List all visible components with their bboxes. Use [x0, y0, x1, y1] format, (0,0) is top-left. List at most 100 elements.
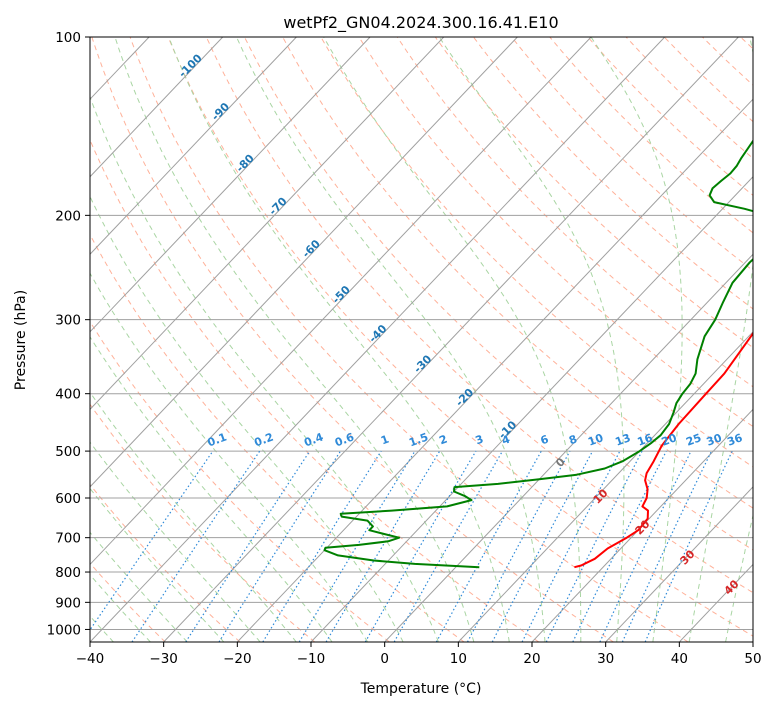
- moist-adiabat-line: [90, 487, 225, 642]
- plot-frame: [89, 36, 754, 643]
- x-tick-label: −40: [76, 651, 105, 667]
- isotherm-line: [90, 37, 518, 488]
- mixing-ratio-label: 36: [725, 431, 744, 449]
- mixing-ratio-label: 8: [567, 433, 579, 448]
- mixing-ratio-line: [435, 450, 542, 642]
- dry-adiabat-line: [549, 37, 753, 234]
- moist-adiabat-line: [688, 37, 753, 642]
- mixing-ratio-label: 1.5: [407, 431, 430, 450]
- mixing-ratio-line: [262, 450, 382, 642]
- x-tick-label: 20: [523, 651, 540, 667]
- dry-adiabat-line: [129, 37, 689, 642]
- dry-adiabat-line: [205, 37, 753, 594]
- isotherm-line: [90, 37, 445, 411]
- mixing-ratio-label: 13: [613, 431, 632, 448]
- mixing-ratio-label: 20: [660, 431, 679, 449]
- isotherm-line: [90, 37, 666, 642]
- mixing-ratio-line: [644, 450, 733, 642]
- mixing-ratio-label: 2: [437, 433, 449, 448]
- x-axis: −40 −30 −20 −10 0 10 20 30 40 50: [76, 642, 762, 667]
- y-tick-label: 600: [55, 491, 81, 507]
- dry-adiabat-line: [434, 37, 753, 349]
- mixing-ratio-label: 0.6: [333, 430, 356, 449]
- y-tick-label: 700: [55, 531, 81, 547]
- isotherm-line: [310, 176, 753, 642]
- mixing-ratio-label: 25: [684, 431, 703, 448]
- dry-adiabat-line: [90, 233, 465, 642]
- moist-adiabat-line: [323, 37, 582, 642]
- moist-adiabat-line: [90, 272, 369, 642]
- dry-adiabat-line: [244, 37, 753, 551]
- mixing-ratio-line: [572, 450, 667, 642]
- mixing-ratio-label: 4: [500, 432, 512, 447]
- mixing-ratio-line: [466, 450, 571, 642]
- mixing-ratio-label: 30: [705, 431, 724, 449]
- dewpoint-profile-line: [323, 139, 753, 569]
- isotherm-line: [90, 37, 592, 566]
- x-tick-label: 40: [671, 651, 688, 667]
- isotherm-line: [90, 37, 297, 256]
- temperature-profile-line: [574, 331, 753, 569]
- y-tick-label: 200: [55, 208, 81, 224]
- isotherm-line: [384, 253, 753, 642]
- x-axis-label: Temperature (°C): [360, 681, 482, 697]
- moist-adiabat-line: [90, 391, 297, 642]
- dry-adiabat-line: [90, 320, 390, 642]
- isotherm-line: [163, 37, 739, 642]
- dry-adiabat-line: [167, 37, 753, 637]
- y-tick-label: 400: [55, 387, 81, 403]
- isotherm-line: [0, 37, 75, 642]
- moist-adiabat-line: [90, 195, 404, 642]
- y-tick-label: 1000: [47, 622, 81, 638]
- dry-adiabat-line: [511, 37, 753, 272]
- mixing-ratio-label: 10: [586, 431, 605, 449]
- dry-adiabat-line: [358, 37, 753, 428]
- mixing-ratio-label: 6: [539, 432, 551, 447]
- moist-adiabat-line: [590, 37, 683, 642]
- dry-adiabat-line: [91, 37, 614, 642]
- y-tick-label: 100: [55, 30, 81, 46]
- x-tick-label: 10: [450, 651, 467, 667]
- mixing-ratio-label: 0.1: [206, 431, 229, 450]
- x-tick-label: −10: [297, 651, 326, 667]
- y-tick-label: 500: [55, 444, 81, 460]
- y-axis: 100 200 300 400 500 600 700 800 900 1000: [47, 30, 90, 638]
- chart-title: wetPf2_GN04.2024.300.16.41.E10: [283, 13, 558, 33]
- y-tick-label: 300: [55, 313, 81, 329]
- dry-adiabat-line: [90, 138, 540, 642]
- moist-adiabat-line: [90, 441, 261, 642]
- mixing-ratio-label: 1: [379, 433, 391, 448]
- x-tick-label: −20: [223, 651, 252, 667]
- moist-adiabat-line: [114, 37, 475, 642]
- isotherm-line: [605, 486, 753, 642]
- isotherm-line: [90, 37, 371, 333]
- mixing-ratio-label: 0.4: [302, 430, 325, 449]
- mixing-ratio-line: [218, 450, 342, 642]
- mixing-ratio-label: 3: [474, 433, 486, 448]
- x-tick-label: 0: [380, 651, 389, 667]
- y-axis-label: Pressure (hPa): [13, 290, 29, 390]
- dry-adiabat-line: [282, 37, 753, 509]
- moist-adiabat-line: [236, 37, 546, 642]
- mixing-ratio-label: 0.2: [252, 431, 275, 450]
- isotherm-line: [457, 331, 753, 642]
- x-tick-label: −30: [149, 651, 178, 667]
- dry-adiabat-line: [625, 37, 753, 160]
- isotherm-line: [90, 37, 224, 178]
- isotherm-line: [531, 408, 753, 642]
- isotherm-line: [752, 641, 753, 642]
- moist-adiabat-line: [762, 37, 775, 642]
- grid-layer: [0, 37, 775, 642]
- moist-adiabat-line: [90, 95, 439, 642]
- moist-adiabat-line: [90, 573, 151, 642]
- x-tick-label: 30: [597, 651, 614, 667]
- moist-adiabat-line: [90, 531, 188, 642]
- y-tick-label: 800: [55, 565, 81, 581]
- x-tick-label: 50: [744, 651, 761, 667]
- isotherm-line: [0, 37, 2, 642]
- mixing-ratio-label: 16: [636, 431, 655, 449]
- mixing-ratio-line: [90, 450, 214, 631]
- dry-adiabat-line: [396, 37, 753, 388]
- mixing-ratio-line: [131, 450, 261, 642]
